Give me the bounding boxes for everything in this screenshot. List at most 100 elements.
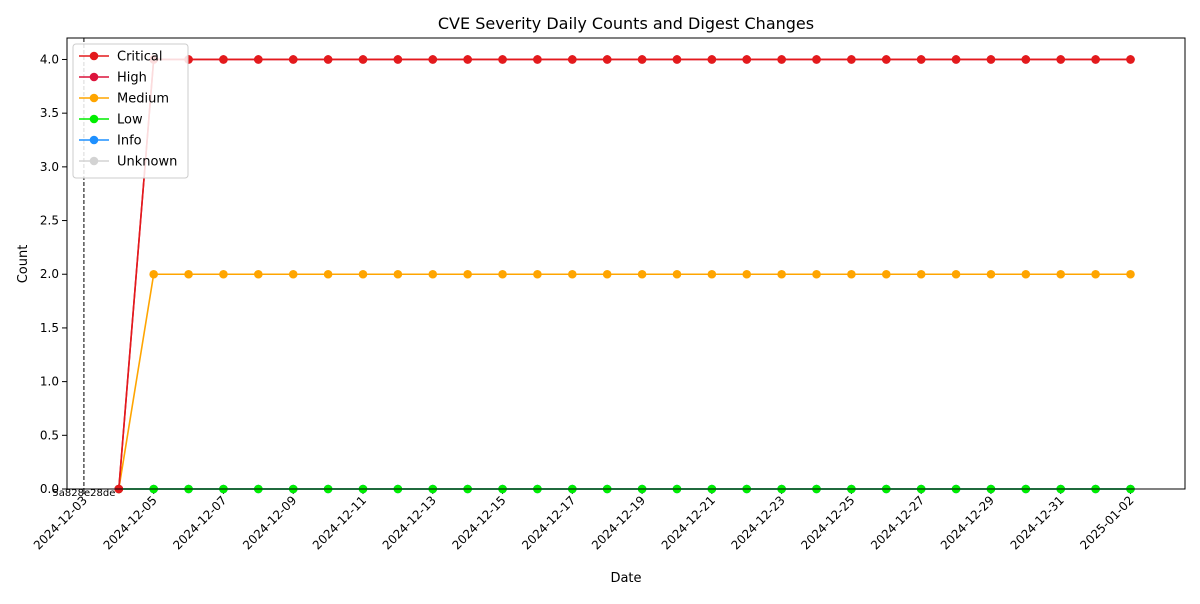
data-point-critical	[1021, 55, 1031, 64]
legend-item-low: Low	[79, 113, 143, 128]
legend-item-info: Info	[79, 134, 142, 149]
data-point-medium	[742, 269, 752, 279]
legend-marker	[89, 93, 99, 103]
data-point-critical	[777, 55, 786, 64]
data-point-critical	[707, 55, 717, 64]
x-tick-label: 2024-12-21	[659, 493, 718, 552]
data-point-medium	[288, 269, 298, 279]
data-point-medium	[637, 269, 647, 279]
data-point-medium	[498, 269, 507, 279]
data-point-medium	[463, 269, 472, 279]
data-point-critical	[951, 55, 961, 64]
data-point-medium	[1126, 269, 1135, 279]
legend-item-medium: Medium	[79, 92, 169, 107]
data-point-medium	[184, 269, 193, 279]
data-point-medium	[568, 269, 577, 279]
y-tick-label: 1.5	[40, 321, 59, 335]
series-line-medium	[118, 273, 1131, 490]
x-tick-label: 2024-12-09	[240, 493, 299, 552]
legend: Critical High Medium Low Info Unknown	[72, 43, 189, 179]
x-axis-label: Date	[610, 571, 641, 586]
data-point-critical	[219, 55, 228, 64]
data-point-critical	[358, 55, 368, 64]
data-point-medium	[323, 269, 333, 279]
data-point-critical	[463, 55, 472, 64]
y-tick-label: 2.5	[40, 214, 59, 228]
data-point-critical	[288, 55, 298, 64]
legend-marker	[89, 114, 99, 124]
x-tick-label: 2025-01-02	[1077, 493, 1136, 552]
data-point-critical	[1056, 55, 1066, 64]
data-point-critical	[812, 55, 821, 64]
legend-label: Unknown	[117, 155, 177, 170]
y-axis: 0.0 0.5 1.0 1.5 2.0 2.5 3.0 3.5 4.0	[40, 52, 67, 496]
y-tick-label: 0.0	[40, 482, 59, 496]
digest-change-label: 5a828e28de	[52, 488, 115, 499]
data-point-critical	[916, 55, 926, 64]
data-point-medium	[672, 269, 682, 279]
data-point-medium	[1056, 269, 1066, 279]
data-point-medium	[602, 269, 612, 279]
data-point-medium	[777, 269, 786, 279]
legend-item-high: High	[79, 71, 147, 86]
data-point-medium	[254, 269, 263, 279]
x-tick-label: 2024-12-31	[1008, 493, 1067, 552]
y-tick-label: 1.0	[40, 375, 59, 389]
data-point-critical	[533, 55, 542, 64]
x-tick-label: 2024-12-29	[938, 493, 997, 552]
data-point-critical	[742, 55, 752, 64]
data-point-critical	[323, 55, 333, 64]
data-point-medium	[1021, 269, 1031, 279]
data-point-medium	[358, 269, 368, 279]
y-axis-label: Count	[16, 245, 31, 284]
legend-marker	[89, 72, 99, 82]
data-point-critical	[568, 55, 577, 64]
data-point-critical	[986, 55, 996, 64]
plot-frame	[66, 37, 1186, 490]
data-point-critical	[602, 55, 612, 64]
data-point-critical	[254, 55, 263, 64]
data-point-critical	[1091, 55, 1100, 64]
y-tick-label: 3.5	[40, 106, 59, 120]
series-critical	[114, 55, 1135, 494]
x-tick-label: 2024-12-19	[589, 493, 648, 552]
x-tick-label: 2024-12-05	[101, 493, 160, 552]
data-point-medium	[881, 269, 891, 279]
x-tick-label: 2024-12-15	[449, 493, 508, 552]
data-point-medium	[951, 269, 961, 279]
data-point-medium	[533, 269, 542, 279]
data-point-critical	[498, 55, 507, 64]
data-point-medium	[219, 269, 228, 279]
data-point-medium	[916, 269, 926, 279]
data-point-critical	[672, 55, 682, 64]
data-point-critical	[393, 55, 403, 64]
data-point-critical	[637, 55, 647, 64]
data-point-critical	[428, 55, 438, 64]
x-tick-label: 2024-12-11	[310, 493, 369, 552]
data-point-medium	[986, 269, 996, 279]
x-tick-label: 2024-12-27	[868, 493, 927, 552]
data-point-medium	[393, 269, 403, 279]
legend-label: Critical	[117, 50, 162, 65]
series-line-critical	[118, 58, 1131, 490]
legend-marker	[89, 135, 99, 145]
x-tick-label: 2024-12-23	[729, 493, 788, 552]
x-axis: 2024-12-03 2024-12-05 2024-12-07 2024-12-09…	[31, 489, 1137, 552]
data-point-critical	[881, 55, 891, 64]
y-tick-label: 3.0	[40, 160, 59, 174]
data-point-medium	[707, 269, 717, 279]
legend-marker	[89, 156, 99, 166]
data-point-critical	[847, 55, 856, 64]
legend-label: High	[117, 71, 147, 86]
series-layer	[114, 55, 1135, 494]
data-point-medium	[428, 269, 438, 279]
legend-marker	[89, 51, 99, 61]
x-tick-label: 2024-12-13	[380, 493, 439, 552]
x-tick-label: 2024-12-07	[170, 493, 229, 552]
y-tick-label: 4.0	[40, 52, 59, 66]
x-tick-label: 2024-12-17	[519, 493, 578, 552]
legend-label: Info	[117, 134, 142, 149]
data-point-medium	[149, 269, 158, 279]
